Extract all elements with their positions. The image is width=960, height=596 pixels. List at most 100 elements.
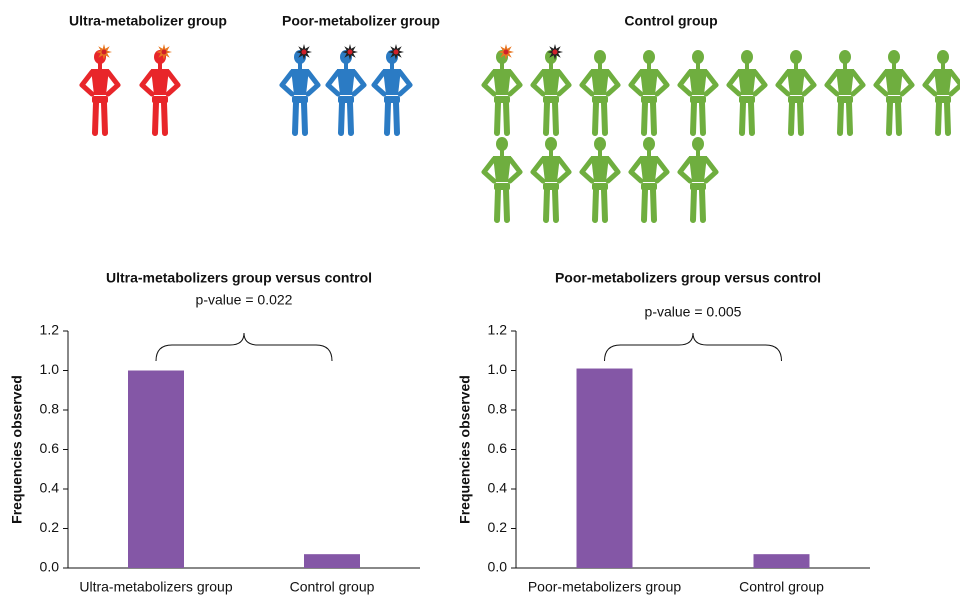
bar <box>753 554 810 568</box>
y-axis-label: Frequencies observed <box>9 375 25 524</box>
person-icon <box>279 44 321 136</box>
significance-brace <box>155 332 333 362</box>
bar <box>576 368 633 568</box>
y-tick-label: 1.0 <box>488 361 508 377</box>
torso <box>591 156 609 182</box>
arms <box>325 69 367 97</box>
arms <box>579 69 621 97</box>
torso <box>787 69 805 95</box>
neck <box>892 63 896 69</box>
bar <box>128 370 184 568</box>
p-value-annotation: p-value = 0.022 <box>196 292 293 308</box>
torso <box>836 69 854 95</box>
torso <box>337 69 355 95</box>
arms <box>79 69 121 97</box>
person-icon <box>677 137 719 223</box>
x-tick-label: Control group <box>739 579 824 595</box>
event-core <box>393 49 399 55</box>
head <box>496 137 508 151</box>
neck <box>647 63 651 69</box>
head <box>594 50 606 64</box>
torso <box>591 69 609 95</box>
head <box>643 50 655 64</box>
y-tick-label: 0.0 <box>488 559 508 575</box>
bar <box>304 554 360 568</box>
person-icon <box>824 50 866 136</box>
head <box>839 50 851 64</box>
legs <box>152 100 168 136</box>
person-icon <box>481 137 523 223</box>
torso <box>640 156 658 182</box>
arms <box>628 156 670 184</box>
neck <box>696 63 700 69</box>
y-tick-label: 0.6 <box>40 440 60 456</box>
event-core <box>301 49 307 55</box>
legs <box>543 187 559 223</box>
person-icon <box>628 50 670 136</box>
arms <box>775 69 817 97</box>
legs <box>292 100 308 136</box>
arms <box>677 156 719 184</box>
neck <box>941 63 945 69</box>
head <box>741 50 753 64</box>
person-icon <box>371 44 413 136</box>
arms <box>628 69 670 97</box>
legs <box>837 100 853 136</box>
torso <box>383 69 401 95</box>
y-tick-label: 1.0 <box>40 361 60 377</box>
group-title: Poor-metabolizer group <box>282 13 440 29</box>
y-tick-label: 0.2 <box>40 519 60 535</box>
legs <box>690 187 706 223</box>
group-title: Control group <box>624 13 717 29</box>
torso <box>885 69 903 95</box>
person-icon <box>530 137 572 223</box>
neck <box>598 150 602 156</box>
p-value-annotation: p-value = 0.005 <box>645 304 742 320</box>
head <box>594 137 606 151</box>
person-icon <box>628 137 670 223</box>
event-core <box>552 49 558 55</box>
arms <box>824 69 866 97</box>
neck <box>696 150 700 156</box>
person-icon <box>873 50 915 136</box>
torso <box>493 69 511 95</box>
event-core <box>503 49 509 55</box>
torso <box>91 69 109 95</box>
head <box>545 137 557 151</box>
neck <box>390 63 394 69</box>
y-tick-label: 0.2 <box>488 519 508 535</box>
torso <box>542 156 560 182</box>
x-tick-label: Ultra-metabolizers group <box>79 579 232 595</box>
neck <box>298 63 302 69</box>
y-tick-label: 0.4 <box>488 480 508 496</box>
y-tick-label: 0.4 <box>40 480 60 496</box>
chart-title: Ultra-metabolizers group versus control <box>106 270 372 286</box>
y-tick-label: 0.8 <box>40 401 60 417</box>
torso <box>689 69 707 95</box>
x-tick-label: Control group <box>290 579 375 595</box>
person-icon <box>481 44 523 136</box>
arms <box>530 156 572 184</box>
person-icon <box>579 137 621 223</box>
legs <box>384 100 400 136</box>
person-icon <box>726 50 768 136</box>
head <box>692 50 704 64</box>
person-icon <box>530 44 572 136</box>
y-tick-label: 1.2 <box>40 322 60 338</box>
person-icon <box>579 50 621 136</box>
person-icon <box>139 44 181 136</box>
legs <box>592 187 608 223</box>
arms <box>481 69 523 97</box>
torso <box>542 69 560 95</box>
chart-title: Poor-metabolizers group versus control <box>555 270 821 286</box>
torso <box>291 69 309 95</box>
legs <box>739 100 755 136</box>
torso <box>640 69 658 95</box>
legs <box>92 100 108 136</box>
legs <box>935 100 951 136</box>
neck <box>549 150 553 156</box>
legs <box>494 100 510 136</box>
neck <box>745 63 749 69</box>
torso <box>738 69 756 95</box>
